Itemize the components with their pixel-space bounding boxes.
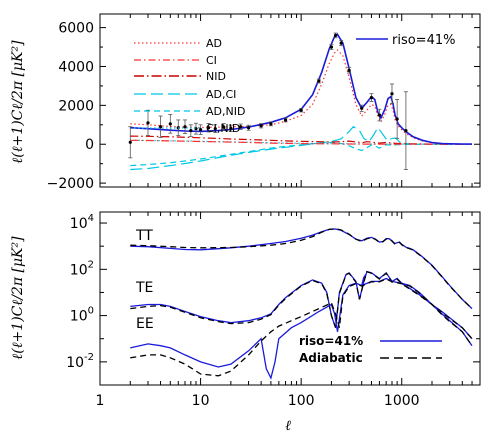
data-point xyxy=(299,108,303,112)
legend-label-riso: riso=41% xyxy=(392,33,455,48)
bottom-series xyxy=(130,228,473,380)
bottom-panel: 104 102 100 10-2 1 10 100 1000 ℓ(ℓ+1)Cℓ/2π [μK… xyxy=(10,211,481,434)
data-point xyxy=(390,92,394,96)
top-legend: AD CI NID AD,CI AD,NID CI,NID riso=41% xyxy=(134,33,455,135)
legend-label-nid: NID xyxy=(206,70,226,83)
data-point xyxy=(198,128,203,132)
legend-label-ad-ci: AD,CI xyxy=(206,88,236,101)
legend-label-ci: CI xyxy=(206,54,217,67)
data-point xyxy=(168,122,172,126)
data-point xyxy=(369,95,374,100)
bottom-x-tick-label: 1000 xyxy=(384,393,420,409)
data-point xyxy=(259,124,263,128)
top-plot-frame xyxy=(99,13,481,188)
data-point xyxy=(146,121,150,125)
top-x-ticks xyxy=(99,14,481,187)
top-series-line xyxy=(130,125,472,171)
bottom-y-tick-label: 104 xyxy=(70,213,94,232)
data-point xyxy=(229,126,233,130)
bottom-x-tick-label: 100 xyxy=(288,393,315,409)
top-y-tick-label: 0 xyxy=(85,137,94,153)
bottom-y-tick-label: 100 xyxy=(70,306,94,325)
bottom-x-axis-label: ℓ xyxy=(285,418,291,434)
legend-label-ad-nid: AD,NID xyxy=(206,105,245,118)
legend-label-adiabatic: Adiabatic xyxy=(299,351,363,365)
data-point xyxy=(206,126,211,130)
data-point xyxy=(222,125,226,129)
bottom-x-tick-label: 10 xyxy=(192,393,210,409)
top-y-tick-label: 2000 xyxy=(58,98,94,114)
data-point xyxy=(333,33,338,37)
bottom-legend: riso=41% Adiabatic xyxy=(299,334,442,365)
bottom-series-line xyxy=(130,270,473,340)
top-series-line xyxy=(130,33,473,145)
data-point xyxy=(329,45,334,49)
data-point xyxy=(317,79,321,83)
top-y-ticks: 6000 4000 2000 0 −2000 xyxy=(47,21,480,192)
annotation-ee: EE xyxy=(136,316,154,332)
data-point xyxy=(246,126,251,130)
data-point xyxy=(213,127,217,131)
data-point xyxy=(395,117,399,121)
data-point xyxy=(404,129,408,133)
legend-label-riso-bottom: riso=41% xyxy=(299,334,363,348)
bottom-series-line xyxy=(130,278,473,377)
top-y-tick-label: 4000 xyxy=(58,59,94,75)
top-y-axis-label: ℓ(ℓ+1)Cℓ/2π [μK²] xyxy=(10,40,26,164)
legend-label-ad: AD xyxy=(206,37,222,50)
legend-label-ci-nid: CI,NID xyxy=(206,122,240,135)
top-y-tick-label: 6000 xyxy=(58,21,94,37)
top-y-tick-label: −2000 xyxy=(47,176,94,192)
bottom-y-axis-label: ℓ(ℓ+1)Cℓ/2π [μK²] xyxy=(10,236,26,360)
annotation-te: TE xyxy=(135,280,153,296)
data-point xyxy=(128,140,132,144)
data-point xyxy=(189,129,193,133)
data-point xyxy=(360,106,364,110)
data-point xyxy=(183,125,187,129)
data-point xyxy=(158,125,163,129)
bottom-series-line xyxy=(130,228,473,310)
data-point xyxy=(239,125,243,129)
data-point xyxy=(269,122,273,126)
bottom-plot-frame xyxy=(99,211,481,386)
bottom-y-tick-label: 102 xyxy=(70,259,94,278)
bottom-y-tick-label: 10-2 xyxy=(66,352,94,371)
bottom-series-line xyxy=(361,274,367,286)
bottom-series-line xyxy=(130,270,473,340)
bottom-x-ticks: 1 10 100 1000 xyxy=(96,212,481,409)
data-point xyxy=(347,68,351,72)
top-series-line xyxy=(130,139,472,145)
data-point xyxy=(283,118,288,122)
top-errorbars xyxy=(128,32,408,170)
top-series xyxy=(130,33,473,171)
data-point xyxy=(339,41,343,45)
top-panel: 6000 4000 2000 0 −2000 ℓ(ℓ+1)Cℓ/2π [μK²] AD … xyxy=(10,13,481,192)
top-series-line xyxy=(130,139,472,145)
annotation-tt: TT xyxy=(135,228,153,244)
data-point xyxy=(377,113,382,117)
bottom-y-ticks: 104 102 100 10-2 xyxy=(66,213,480,386)
bottom-x-tick-label: 1 xyxy=(96,393,105,409)
